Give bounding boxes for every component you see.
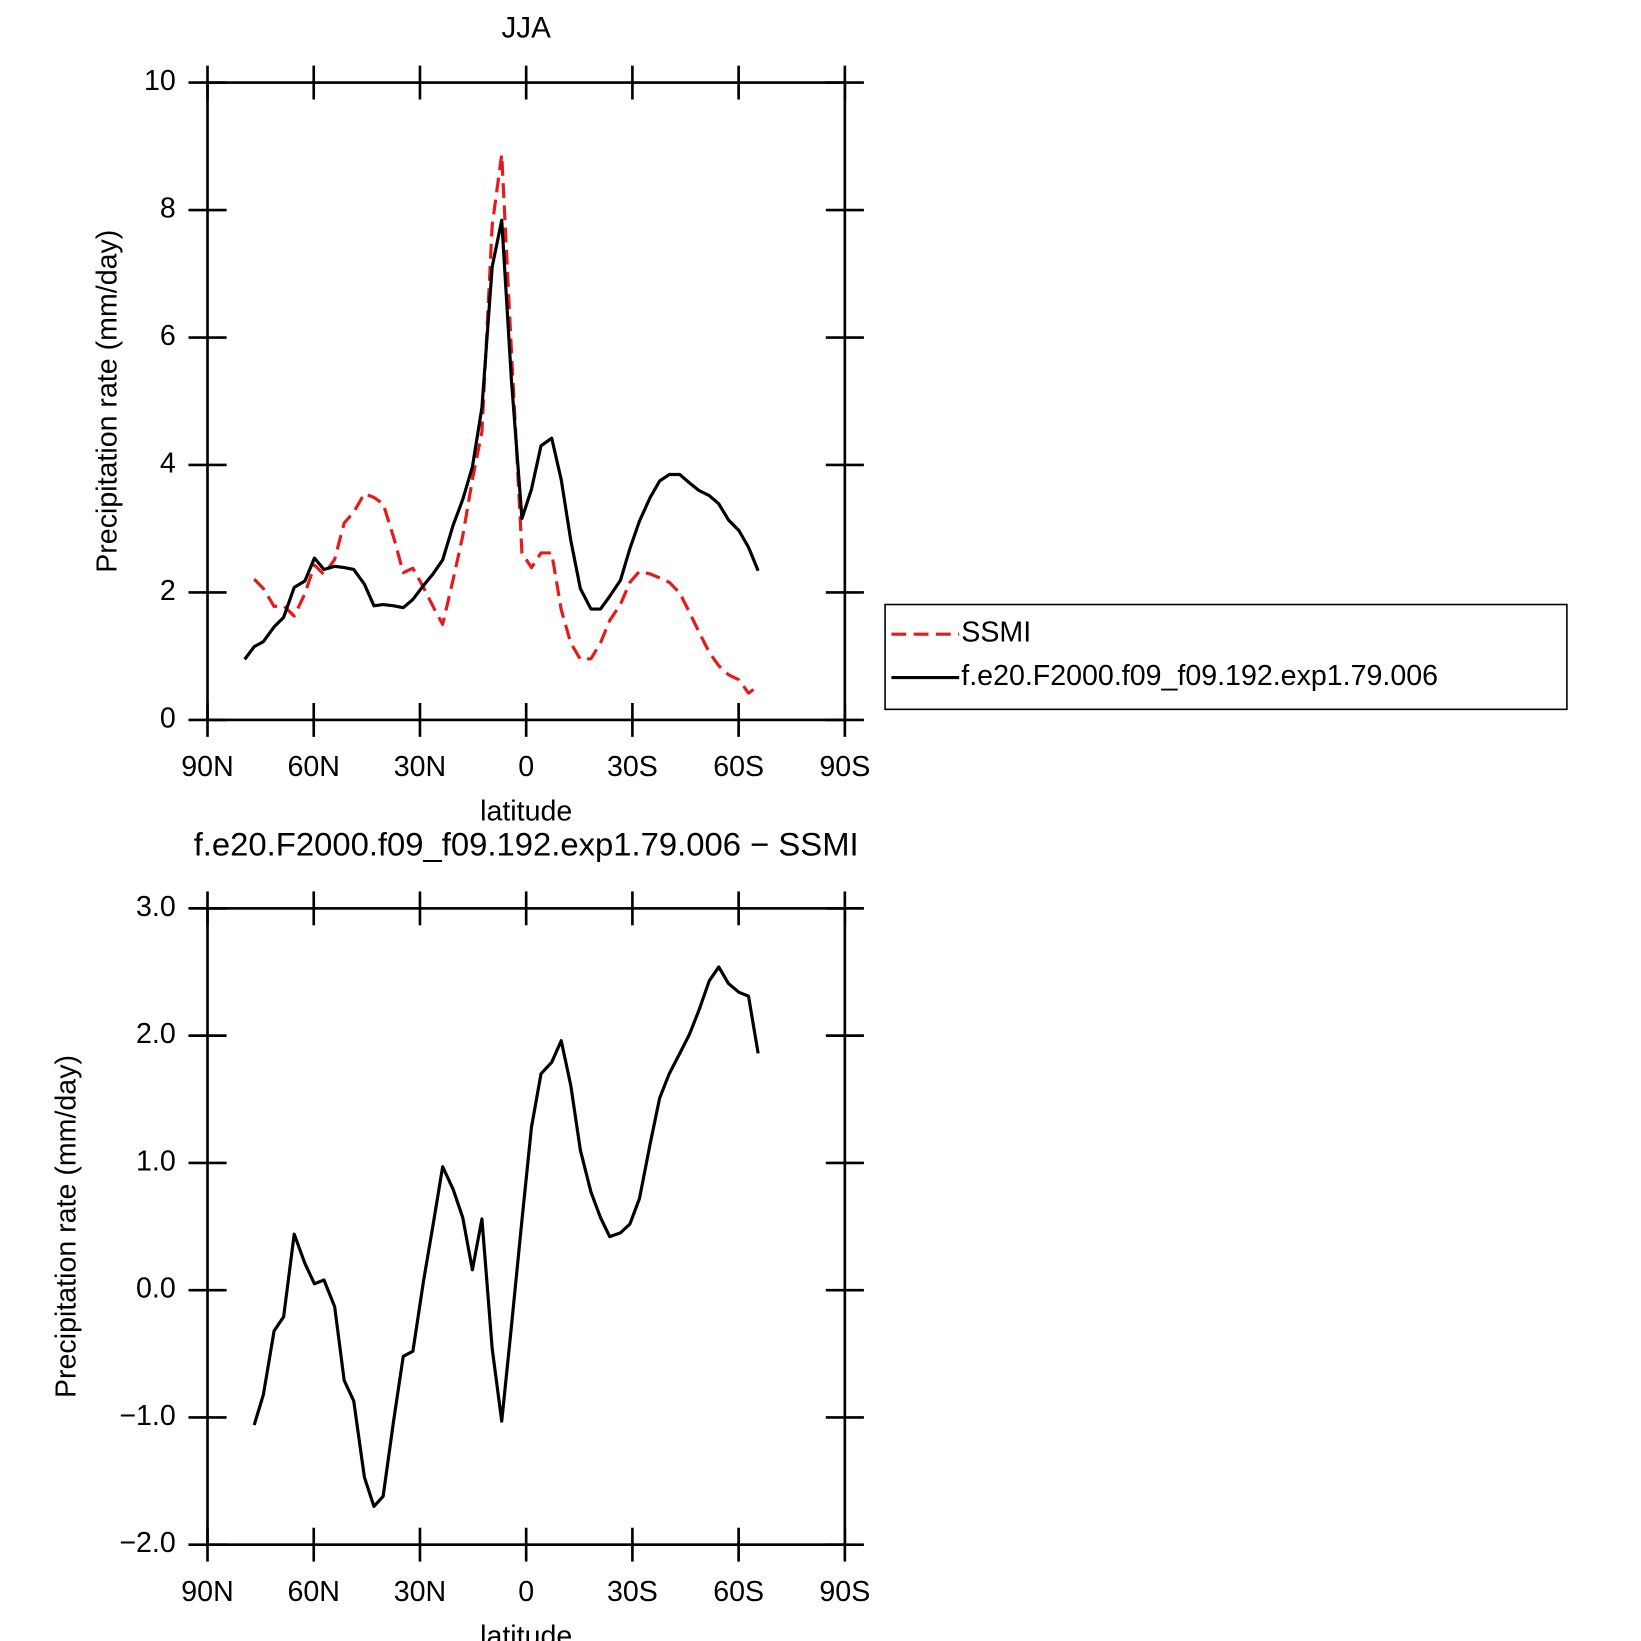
y-tick-label: 2.0 bbox=[136, 1018, 176, 1050]
y-axis-label: Precipitation rate (mm/day) bbox=[92, 230, 124, 573]
x-axis-label: latitude bbox=[480, 796, 572, 828]
x-tick-label: 30N bbox=[394, 751, 446, 783]
y-tick-label: 1.0 bbox=[136, 1145, 176, 1177]
x-tick-label: 60N bbox=[288, 1576, 340, 1608]
y-tick-label: 2 bbox=[160, 575, 176, 607]
y-tick-label: 0.0 bbox=[136, 1273, 176, 1305]
y-tick-label: 0 bbox=[160, 702, 176, 734]
y-tick-label: −1.0 bbox=[119, 1400, 175, 1432]
y-tick-label: 3.0 bbox=[136, 891, 176, 923]
legend-label: f.e20.F2000.f09_f09.192.exp1.79.006 bbox=[961, 660, 1438, 692]
legend-box bbox=[884, 603, 1568, 711]
y-tick-label: 6 bbox=[160, 320, 176, 352]
data-line bbox=[243, 218, 760, 661]
x-tick-label: 30N bbox=[394, 1576, 446, 1608]
data-line bbox=[253, 152, 760, 695]
x-tick-label: 60S bbox=[713, 1576, 764, 1608]
x-tick-label: 0 bbox=[518, 751, 534, 783]
x-tick-label: 90S bbox=[819, 751, 870, 783]
y-axis-label: Precipitation rate (mm/day) bbox=[50, 1055, 82, 1398]
x-tick-label: 90N bbox=[181, 1576, 233, 1608]
x-tick-label: 90N bbox=[181, 751, 233, 783]
legend-label: SSMI bbox=[961, 617, 1031, 649]
y-tick-label: −2.0 bbox=[119, 1527, 175, 1559]
chart-title: f.e20.F2000.f09_f09.192.exp1.79.006 − SS… bbox=[194, 826, 859, 863]
y-tick-label: 8 bbox=[160, 193, 176, 225]
x-tick-label: 30S bbox=[607, 751, 658, 783]
x-tick-label: 0 bbox=[518, 1576, 534, 1608]
plot-frame bbox=[206, 81, 847, 722]
x-tick-label: 60S bbox=[713, 751, 764, 783]
x-tick-label: 30S bbox=[607, 1576, 658, 1608]
y-tick-label: 4 bbox=[160, 448, 176, 480]
data-line bbox=[252, 965, 760, 1509]
y-tick-label: 10 bbox=[144, 65, 176, 97]
x-tick-label: 60N bbox=[288, 751, 340, 783]
x-axis-label: latitude bbox=[480, 1620, 572, 1641]
chart-title: JJA bbox=[501, 11, 551, 44]
x-tick-label: 90S bbox=[819, 1576, 870, 1608]
